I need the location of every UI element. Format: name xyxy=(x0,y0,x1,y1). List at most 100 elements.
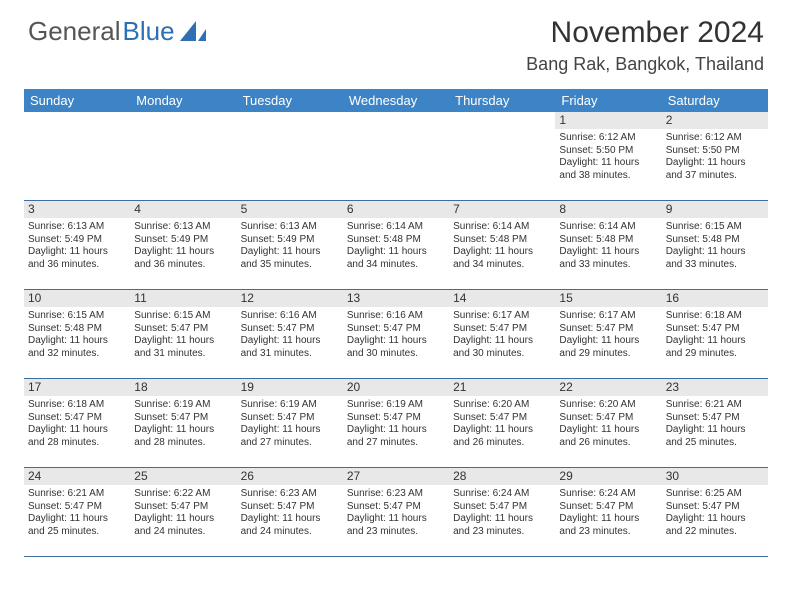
day-detail-line: Sunset: 5:47 PM xyxy=(559,412,657,425)
day-details: Sunrise: 6:24 AMSunset: 5:47 PMDaylight:… xyxy=(453,488,551,538)
day-detail-line: Daylight: 11 hours and 24 minutes. xyxy=(134,513,232,538)
day-detail-line: Sunrise: 6:19 AM xyxy=(134,399,232,412)
day-number: 19 xyxy=(237,379,343,396)
day-detail-line: Sunset: 5:49 PM xyxy=(241,234,339,247)
weekday-header: Friday xyxy=(555,89,661,112)
day-detail-line: Daylight: 11 hours and 30 minutes. xyxy=(347,335,445,360)
day-detail-line: Sunset: 5:48 PM xyxy=(28,323,126,336)
day-cell: 9Sunrise: 6:15 AMSunset: 5:48 PMDaylight… xyxy=(662,201,768,289)
day-cell: 17Sunrise: 6:18 AMSunset: 5:47 PMDayligh… xyxy=(24,379,130,467)
day-number: 13 xyxy=(343,290,449,307)
day-detail-line: Sunset: 5:48 PM xyxy=(453,234,551,247)
day-number: 30 xyxy=(662,468,768,485)
day-number: 29 xyxy=(555,468,661,485)
day-detail-line: Daylight: 11 hours and 23 minutes. xyxy=(559,513,657,538)
day-details: Sunrise: 6:14 AMSunset: 5:48 PMDaylight:… xyxy=(453,221,551,271)
day-detail-line: Sunrise: 6:13 AM xyxy=(134,221,232,234)
day-cell: 11 Sunrise: 6:15 AMSunset: 5:47 PMDayligh… xyxy=(130,290,236,378)
day-detail-line: Daylight: 11 hours and 35 minutes. xyxy=(241,246,339,271)
day-cell: 26Sunrise: 6:23 AMSunset: 5:47 PMDayligh… xyxy=(237,468,343,556)
day-detail-line: Sunset: 5:47 PM xyxy=(241,323,339,336)
day-detail-line: Sunrise: 6:22 AM xyxy=(134,488,232,501)
weeks-container: 1Sunrise: 6:12 AMSunset: 5:50 PMDaylight… xyxy=(24,112,768,557)
day-details: Sunrise: 6:14 AMSunset: 5:48 PMDaylight:… xyxy=(347,221,445,271)
day-cell: 16Sunrise: 6:18 AMSunset: 5:47 PMDayligh… xyxy=(662,290,768,378)
day-number: 2 xyxy=(662,112,768,129)
day-number: 28 xyxy=(449,468,555,485)
day-detail-line: Sunrise: 6:13 AM xyxy=(241,221,339,234)
day-detail-line: Sunrise: 6:13 AM xyxy=(28,221,126,234)
day-cell xyxy=(449,112,555,200)
day-cell: 3Sunrise: 6:13 AMSunset: 5:49 PMDaylight… xyxy=(24,201,130,289)
day-cell: 4Sunrise: 6:13 AMSunset: 5:49 PMDaylight… xyxy=(130,201,236,289)
day-number: 4 xyxy=(130,201,236,218)
day-detail-line: Sunrise: 6:18 AM xyxy=(666,310,764,323)
week-row: 1Sunrise: 6:12 AMSunset: 5:50 PMDaylight… xyxy=(24,112,768,201)
title-block: November 2024 Bang Rak, Bangkok, Thailan… xyxy=(526,16,764,75)
day-cell: 7Sunrise: 6:14 AMSunset: 5:48 PMDaylight… xyxy=(449,201,555,289)
day-detail-line: Sunset: 5:47 PM xyxy=(134,323,232,336)
weekday-header: Sunday xyxy=(24,89,130,112)
day-detail-line: Sunrise: 6:20 AM xyxy=(453,399,551,412)
day-details: Sunrise: 6:19 AMSunset: 5:47 PMDaylight:… xyxy=(241,399,339,449)
day-number: 14 xyxy=(449,290,555,307)
day-number: 15 xyxy=(555,290,661,307)
day-cell: 6 Sunrise: 6:14 AMSunset: 5:48 PMDaylight… xyxy=(343,201,449,289)
day-detail-line: Daylight: 11 hours and 27 minutes. xyxy=(241,424,339,449)
day-details: Sunrise: 6:12 AMSunset: 5:50 PMDaylight:… xyxy=(559,132,657,182)
day-details: Sunrise: 6:13 AMSunset: 5:49 PMDaylight:… xyxy=(28,221,126,271)
day-detail-line: Sunset: 5:47 PM xyxy=(134,501,232,514)
header: GeneralBlue November 2024 Bang Rak, Bang… xyxy=(0,0,792,81)
day-cell: 29 Sunrise: 6:24 AMSunset: 5:47 PMDayligh… xyxy=(555,468,661,556)
day-cell: 13 Sunrise: 6:16 AMSunset: 5:47 PMDayligh… xyxy=(343,290,449,378)
day-detail-line: Sunrise: 6:14 AM xyxy=(559,221,657,234)
weekday-header: Thursday xyxy=(449,89,555,112)
day-detail-line: Daylight: 11 hours and 31 minutes. xyxy=(134,335,232,360)
day-cell: 27Sunrise: 6:23 AMSunset: 5:47 PMDayligh… xyxy=(343,468,449,556)
day-detail-line: Sunrise: 6:15 AM xyxy=(28,310,126,323)
day-detail-line: Daylight: 11 hours and 24 minutes. xyxy=(241,513,339,538)
day-detail-line: Daylight: 11 hours and 26 minutes. xyxy=(559,424,657,449)
day-detail-line: Daylight: 11 hours and 28 minutes. xyxy=(134,424,232,449)
day-detail-line: Sunset: 5:47 PM xyxy=(453,323,551,336)
day-number: 11 xyxy=(130,290,236,307)
day-detail-line: Daylight: 11 hours and 25 minutes. xyxy=(28,513,126,538)
day-detail-line: Daylight: 11 hours and 30 minutes. xyxy=(453,335,551,360)
day-detail-line: Sunrise: 6:18 AM xyxy=(28,399,126,412)
location-label: Bang Rak, Bangkok, Thailand xyxy=(526,54,764,75)
day-number: 21 xyxy=(449,379,555,396)
day-detail-line: Daylight: 11 hours and 29 minutes. xyxy=(666,335,764,360)
weekday-header: Monday xyxy=(130,89,236,112)
day-cell: 15Sunrise: 6:17 AMSunset: 5:47 PMDayligh… xyxy=(555,290,661,378)
day-cell: 18Sunrise: 6:19 AMSunset: 5:47 PMDayligh… xyxy=(130,379,236,467)
day-cell xyxy=(343,112,449,200)
day-number: 6 xyxy=(343,201,449,218)
day-detail-line: Sunrise: 6:12 AM xyxy=(666,132,764,145)
day-detail-line: Daylight: 11 hours and 34 minutes. xyxy=(453,246,551,271)
day-cell: 14Sunrise: 6:17 AMSunset: 5:47 PMDayligh… xyxy=(449,290,555,378)
day-cell: 10Sunrise: 6:15 AMSunset: 5:48 PMDayligh… xyxy=(24,290,130,378)
day-detail-line: Sunrise: 6:19 AM xyxy=(347,399,445,412)
day-detail-line: Sunset: 5:47 PM xyxy=(666,501,764,514)
day-detail-line: Sunrise: 6:23 AM xyxy=(347,488,445,501)
day-number: 8 xyxy=(555,201,661,218)
day-detail-line: Daylight: 11 hours and 36 minutes. xyxy=(134,246,232,271)
day-detail-line: Sunrise: 6:24 AM xyxy=(453,488,551,501)
day-cell: 22Sunrise: 6:20 AMSunset: 5:47 PMDayligh… xyxy=(555,379,661,467)
day-number: 23 xyxy=(662,379,768,396)
day-details: Sunrise: 6:22 AMSunset: 5:47 PMDaylight:… xyxy=(134,488,232,538)
day-details: Sunrise: 6:16 AMSunset: 5:47 PMDaylight:… xyxy=(347,310,445,360)
day-detail-line: Daylight: 11 hours and 27 minutes. xyxy=(347,424,445,449)
day-details: Sunrise: 6:15 AMSunset: 5:47 PMDaylight:… xyxy=(134,310,232,360)
day-number: 5 xyxy=(237,201,343,218)
day-cell: 2Sunrise: 6:12 AMSunset: 5:50 PMDaylight… xyxy=(662,112,768,200)
day-detail-line: Sunrise: 6:14 AM xyxy=(347,221,445,234)
day-detail-line: Sunset: 5:47 PM xyxy=(28,412,126,425)
day-detail-line: Sunrise: 6:24 AM xyxy=(559,488,657,501)
day-details: Sunrise: 6:24 AMSunset: 5:47 PMDaylight:… xyxy=(559,488,657,538)
day-detail-line: Sunset: 5:49 PM xyxy=(28,234,126,247)
day-number: 26 xyxy=(237,468,343,485)
day-detail-line: Sunset: 5:47 PM xyxy=(241,501,339,514)
day-cell: 28 Sunrise: 6:24 AMSunset: 5:47 PMDayligh… xyxy=(449,468,555,556)
day-number: 20 xyxy=(343,379,449,396)
